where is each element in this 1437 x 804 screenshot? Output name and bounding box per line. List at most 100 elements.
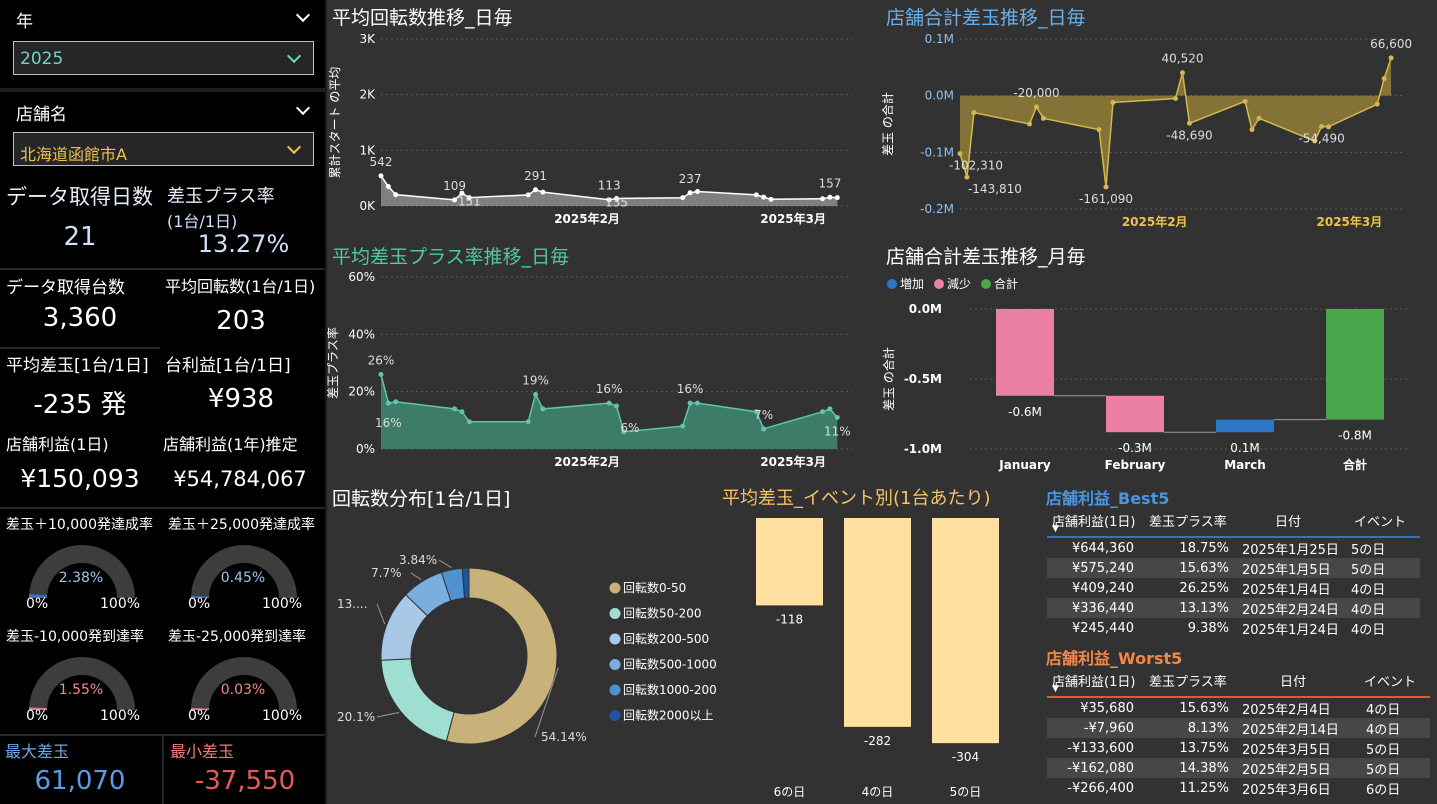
data-point	[1033, 104, 1039, 110]
year-slicer-title: 年	[16, 12, 33, 32]
table-cell: 5の日	[1366, 742, 1401, 758]
year-collapse-chevron-icon[interactable]	[295, 7, 311, 23]
store-dropdown[interactable]: 北海道函館市A	[13, 132, 314, 166]
y-tick-label: 3K	[359, 32, 376, 46]
data-point	[687, 190, 693, 196]
data-point	[540, 406, 546, 412]
gauge-arc	[191, 545, 297, 599]
slice-label: 54.14%	[541, 730, 587, 744]
table-cell: 4の日	[1366, 702, 1401, 718]
unit-profit-label: 台利益[1台/1日]	[165, 356, 291, 376]
area-fill	[960, 57, 1392, 188]
table-row[interactable]: -¥162,080 14.38% 2025年2月5日 5の日	[1047, 758, 1430, 778]
slice-label: 7.7%	[371, 566, 402, 580]
x-tick-label: 2025年2月	[554, 454, 620, 469]
table-row[interactable]: -¥266,400 11.25% 2025年3月6日 6の日	[1047, 778, 1430, 798]
table-cell: 2025年2月24日	[1232, 598, 1347, 618]
best5-col-plus-rate[interactable]: 差玉プラス率	[1149, 515, 1227, 530]
table-cell: 2025年2月5日	[1232, 758, 1352, 778]
data-label: -20,000	[1013, 86, 1059, 100]
plus-rate-chart-title: 平均差玉プラス率推移_日毎	[332, 246, 570, 268]
data-label: 11%	[824, 424, 851, 438]
table-row[interactable]: ¥35,680 15.63% 2025年2月4日 4の日	[1047, 698, 1430, 718]
sort-desc-icon[interactable]: ▼	[1052, 524, 1059, 534]
leader-line	[438, 559, 452, 569]
table-row[interactable]: -¥133,600 13.75% 2025年3月5日 5の日	[1047, 738, 1430, 758]
slice-回転数0-50	[445, 567, 558, 745]
data-point	[1242, 98, 1248, 104]
x-tick-label: 2025年2月	[554, 211, 620, 226]
spin-distribution-chart-title: 回転数分布[1台/1日]	[332, 488, 511, 510]
year-dropdown[interactable]: 2025	[13, 41, 314, 75]
plus-rate-sublabel: (1台/1日)	[167, 212, 238, 231]
store-collapse-chevron-icon[interactable]	[295, 100, 311, 116]
best5-title: 店舗利益_Best5	[1046, 489, 1170, 508]
legend-label: 回転数200-500	[623, 631, 709, 646]
worst5-col-profit[interactable]: 店舗利益(1日)	[1052, 675, 1136, 690]
worst5-col-plus-rate[interactable]: 差玉プラス率	[1149, 675, 1227, 690]
data-label: -102,310	[949, 159, 1003, 173]
table-row[interactable]: ¥644,360 18.75% 2025年1月25日 5の日	[1047, 538, 1420, 558]
data-point	[393, 192, 399, 198]
x-tick-label: 6の日	[774, 785, 806, 799]
table-row[interactable]: ¥336,440 13.13% 2025年2月24日 4の日	[1047, 598, 1420, 618]
x-tick-label: 4の日	[862, 785, 894, 799]
leader-line	[534, 667, 559, 738]
sort-desc-icon[interactable]: ▼	[1052, 684, 1059, 694]
data-point	[820, 196, 826, 202]
table-cell: -¥266,400	[1067, 780, 1134, 796]
data-label: 157	[818, 176, 841, 190]
worst5-table: ¥35,680 15.63% 2025年2月4日 4の日 -¥7,960 8.13% 202…	[1047, 698, 1430, 798]
legend-label: 回転数0-50	[623, 580, 686, 595]
table-row[interactable]: ¥245,440 9.38% 2025年1月24日 4の日	[1047, 618, 1420, 638]
data-point	[1096, 127, 1102, 133]
slice-回転数2000以上	[461, 567, 470, 599]
table-cell: ¥575,240	[1047, 558, 1137, 578]
table-cell: 26.25%	[1179, 580, 1229, 596]
data-label: 7%	[754, 408, 773, 422]
gauge-2: 差玉＋25,000発達成率 0.45% 0% 100%	[162, 512, 324, 622]
legend-dot-icon	[934, 279, 944, 289]
data-label: -54,490	[1298, 132, 1344, 146]
table-cell: -¥133,600	[1067, 740, 1134, 756]
table-row[interactable]: ¥409,240 26.25% 2025年1月4日 4の日	[1047, 578, 1420, 598]
data-point	[834, 414, 840, 420]
data-point	[1180, 70, 1185, 76]
gauge-min-label: 0%	[26, 596, 49, 612]
legend-label: 回転数500-1000	[623, 657, 717, 672]
worst5-col-date[interactable]: 日付	[1280, 675, 1307, 690]
store-profit-year-value: ¥54,784,067	[173, 467, 307, 491]
legend-label: 回転数50-200	[623, 606, 702, 621]
table-row[interactable]: ¥575,240 15.63% 2025年1月5日 5の日	[1047, 558, 1420, 578]
best5-col-date[interactable]: 日付	[1275, 515, 1302, 530]
best5-table: ¥644,360 18.75% 2025年1月25日 5の日 ¥575,240 15.63…	[1047, 538, 1420, 638]
legend-dot-icon	[609, 659, 621, 670]
table-cell: 2025年1月24日	[1242, 622, 1339, 638]
max-diff-value: 61,070	[34, 766, 126, 796]
gauge-max-label: 100%	[100, 596, 141, 612]
avg-spins-chart-title: 平均回転数推移_日毎	[332, 7, 513, 29]
gauge-1: 差玉＋10,000発達成率 2.38% 0% 100%	[0, 512, 162, 622]
table-cell: 2025年1月4日	[1242, 582, 1331, 598]
data-label: 40,520	[1162, 52, 1204, 66]
divider	[162, 736, 164, 804]
data-label: -161,090	[1079, 192, 1133, 206]
slice-label: 13....	[337, 597, 368, 611]
worst5-col-event[interactable]: イベント	[1364, 675, 1417, 690]
store-diff-daily-chart-title: 店舗合計差玉推移_日毎	[886, 7, 1086, 29]
data-label: -48,690	[1166, 128, 1212, 142]
data-point	[533, 187, 539, 193]
data-units-label: データ取得台数	[6, 278, 125, 298]
divider	[0, 734, 325, 736]
gauge-value: 0.45%	[220, 570, 266, 586]
data-point	[1186, 120, 1192, 126]
table-row[interactable]: -¥7,960 8.13% 2025年2月14日 4の日	[1047, 718, 1430, 738]
filter-kpi-sidebar: 年 2025 店舗名 北海道函館市A データ取得日数 21 差玉プラス率 (1台…	[0, 0, 325, 804]
data-point	[680, 195, 686, 201]
data-days-value: 21	[63, 222, 97, 252]
worst5-title: 店舗利益_Worst5	[1046, 649, 1183, 668]
best5-col-profit[interactable]: 店舗利益(1日)	[1052, 515, 1136, 530]
store-diff-daily-chart: -0.2M -0.1M 0.0M 0.1M 差玉 の合計 -102,310 -143,810…	[880, 32, 1412, 229]
best5-col-event[interactable]: イベント	[1354, 515, 1407, 530]
divider	[0, 88, 325, 92]
